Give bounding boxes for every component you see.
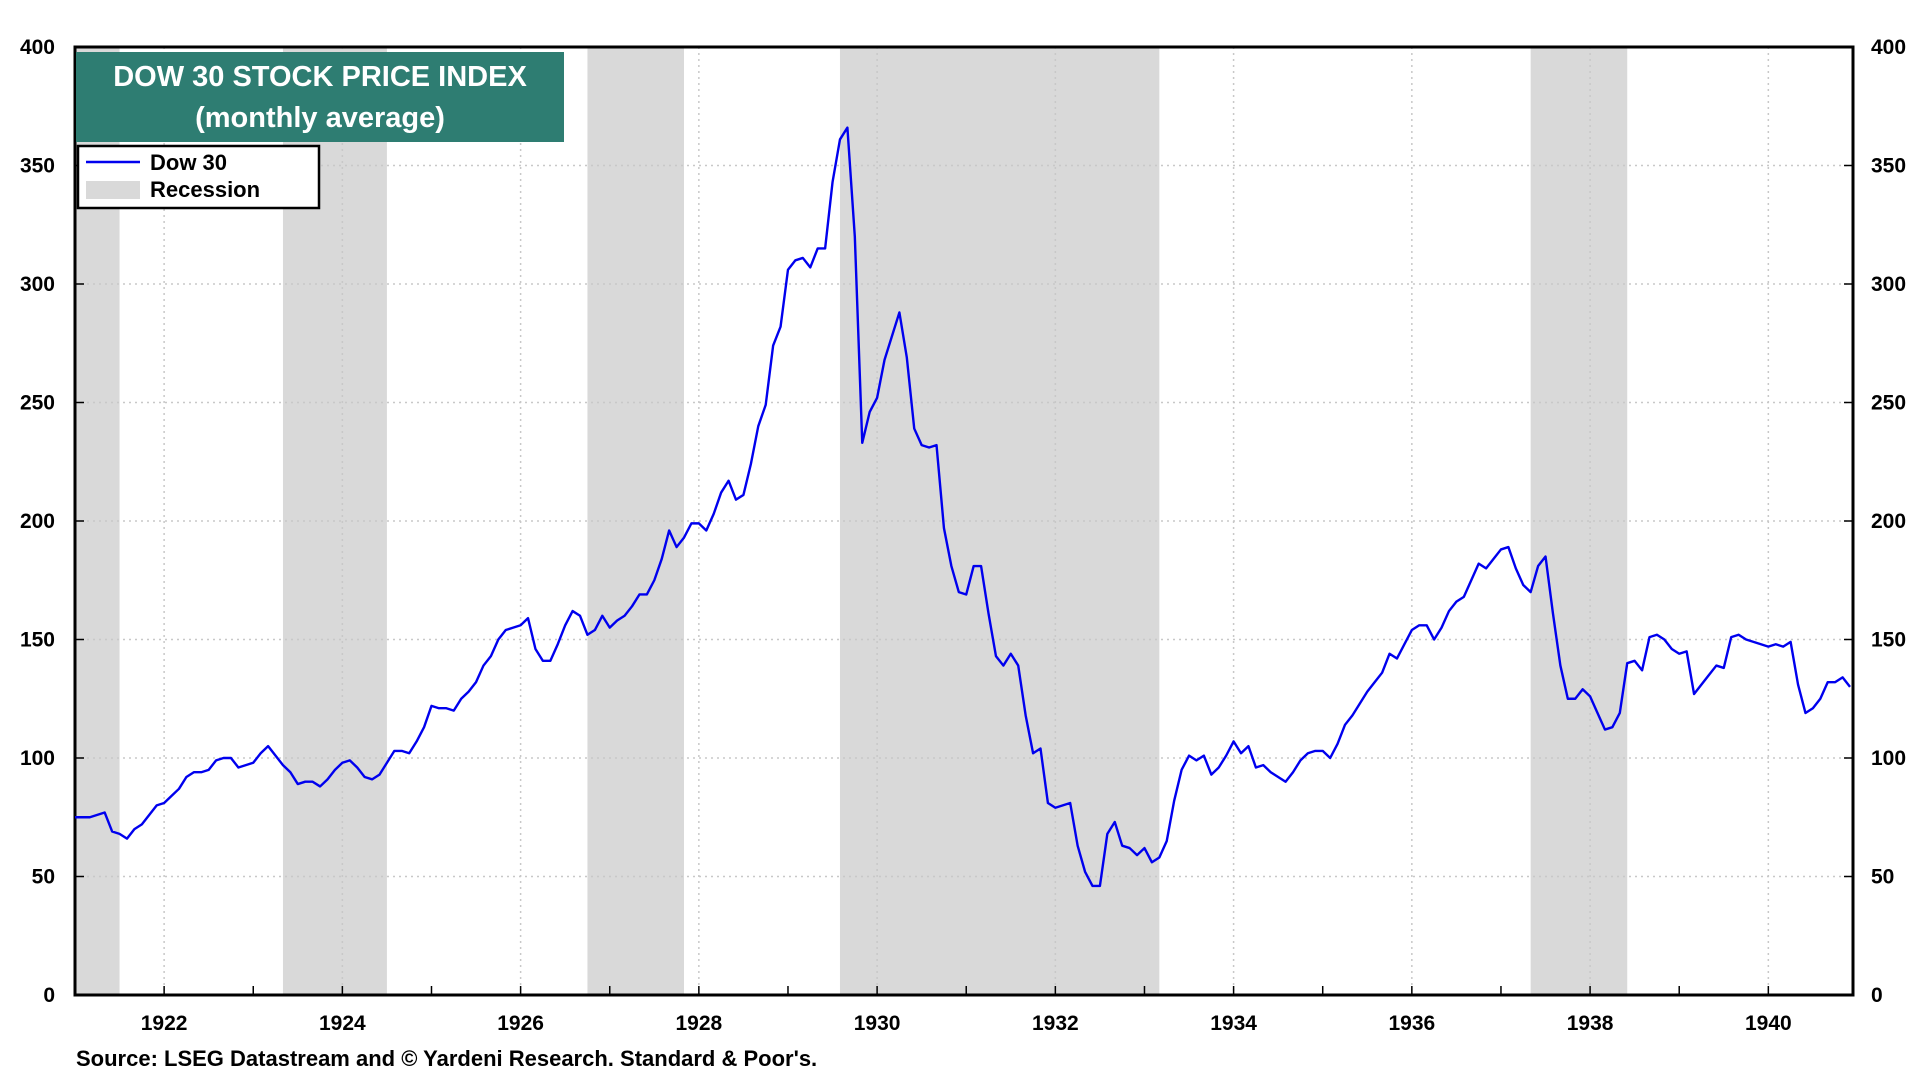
x-label-1938: 1938 [1567,1012,1614,1035]
chart-title: DOW 30 STOCK PRICE INDEX [113,61,527,93]
y-label-left-200: 200 [20,510,55,533]
legend: Dow 30 Recession [76,144,321,210]
x-label-1922: 1922 [141,1012,188,1035]
x-axis-labels: 1922 1924 1926 1928 1930 1932 1934 1936 1938 1940 [141,1012,1792,1035]
y-label-left-250: 250 [20,392,55,415]
y-label-left-100: 100 [20,747,55,770]
y-label-right-0: 0 [1871,984,1883,1007]
x-label-1928: 1928 [676,1012,723,1035]
y-label-right-250: 250 [1871,392,1906,415]
x-label-1930: 1930 [854,1012,901,1035]
y-label-right-400: 400 [1871,36,1906,59]
left-y-axis-labels: 0 50 100 150 200 250 300 350 400 [20,36,55,1007]
y-label-left-400: 400 [20,36,55,59]
legend-label-recession: Recession [150,177,260,202]
axis-ticks [74,46,1853,996]
y-label-left-50: 50 [32,866,55,889]
y-label-right-100: 100 [1871,747,1906,770]
y-label-right-200: 200 [1871,510,1906,533]
right-y-axis-labels: 0 50 100 150 200 250 300 350 400 [1871,36,1906,1007]
x-label-1932: 1932 [1032,1012,1079,1035]
y-label-left-150: 150 [20,629,55,652]
y-label-right-300: 300 [1871,273,1906,296]
title-box [76,52,564,142]
y-label-right-50: 50 [1871,866,1894,889]
x-label-1936: 1936 [1388,1012,1435,1035]
x-label-1940: 1940 [1745,1012,1792,1035]
y-label-left-0: 0 [43,984,55,1007]
grid-lines [75,47,1853,995]
y-label-right-350: 350 [1871,155,1906,178]
source-note: Source: LSEG Datastream and © Yardeni Re… [76,1046,817,1071]
legend-swatch-recession [86,181,140,199]
x-label-1924: 1924 [319,1012,366,1035]
y-label-right-150: 150 [1871,629,1906,652]
x-label-1926: 1926 [497,1012,544,1035]
chart-subtitle: (monthly average) [195,102,445,134]
x-label-1934: 1934 [1210,1012,1257,1035]
y-label-left-300: 300 [20,273,55,296]
series-line-dow-30 [75,126,1851,888]
y-label-left-350: 350 [20,155,55,178]
legend-label-dow-30: Dow 30 [150,150,227,175]
